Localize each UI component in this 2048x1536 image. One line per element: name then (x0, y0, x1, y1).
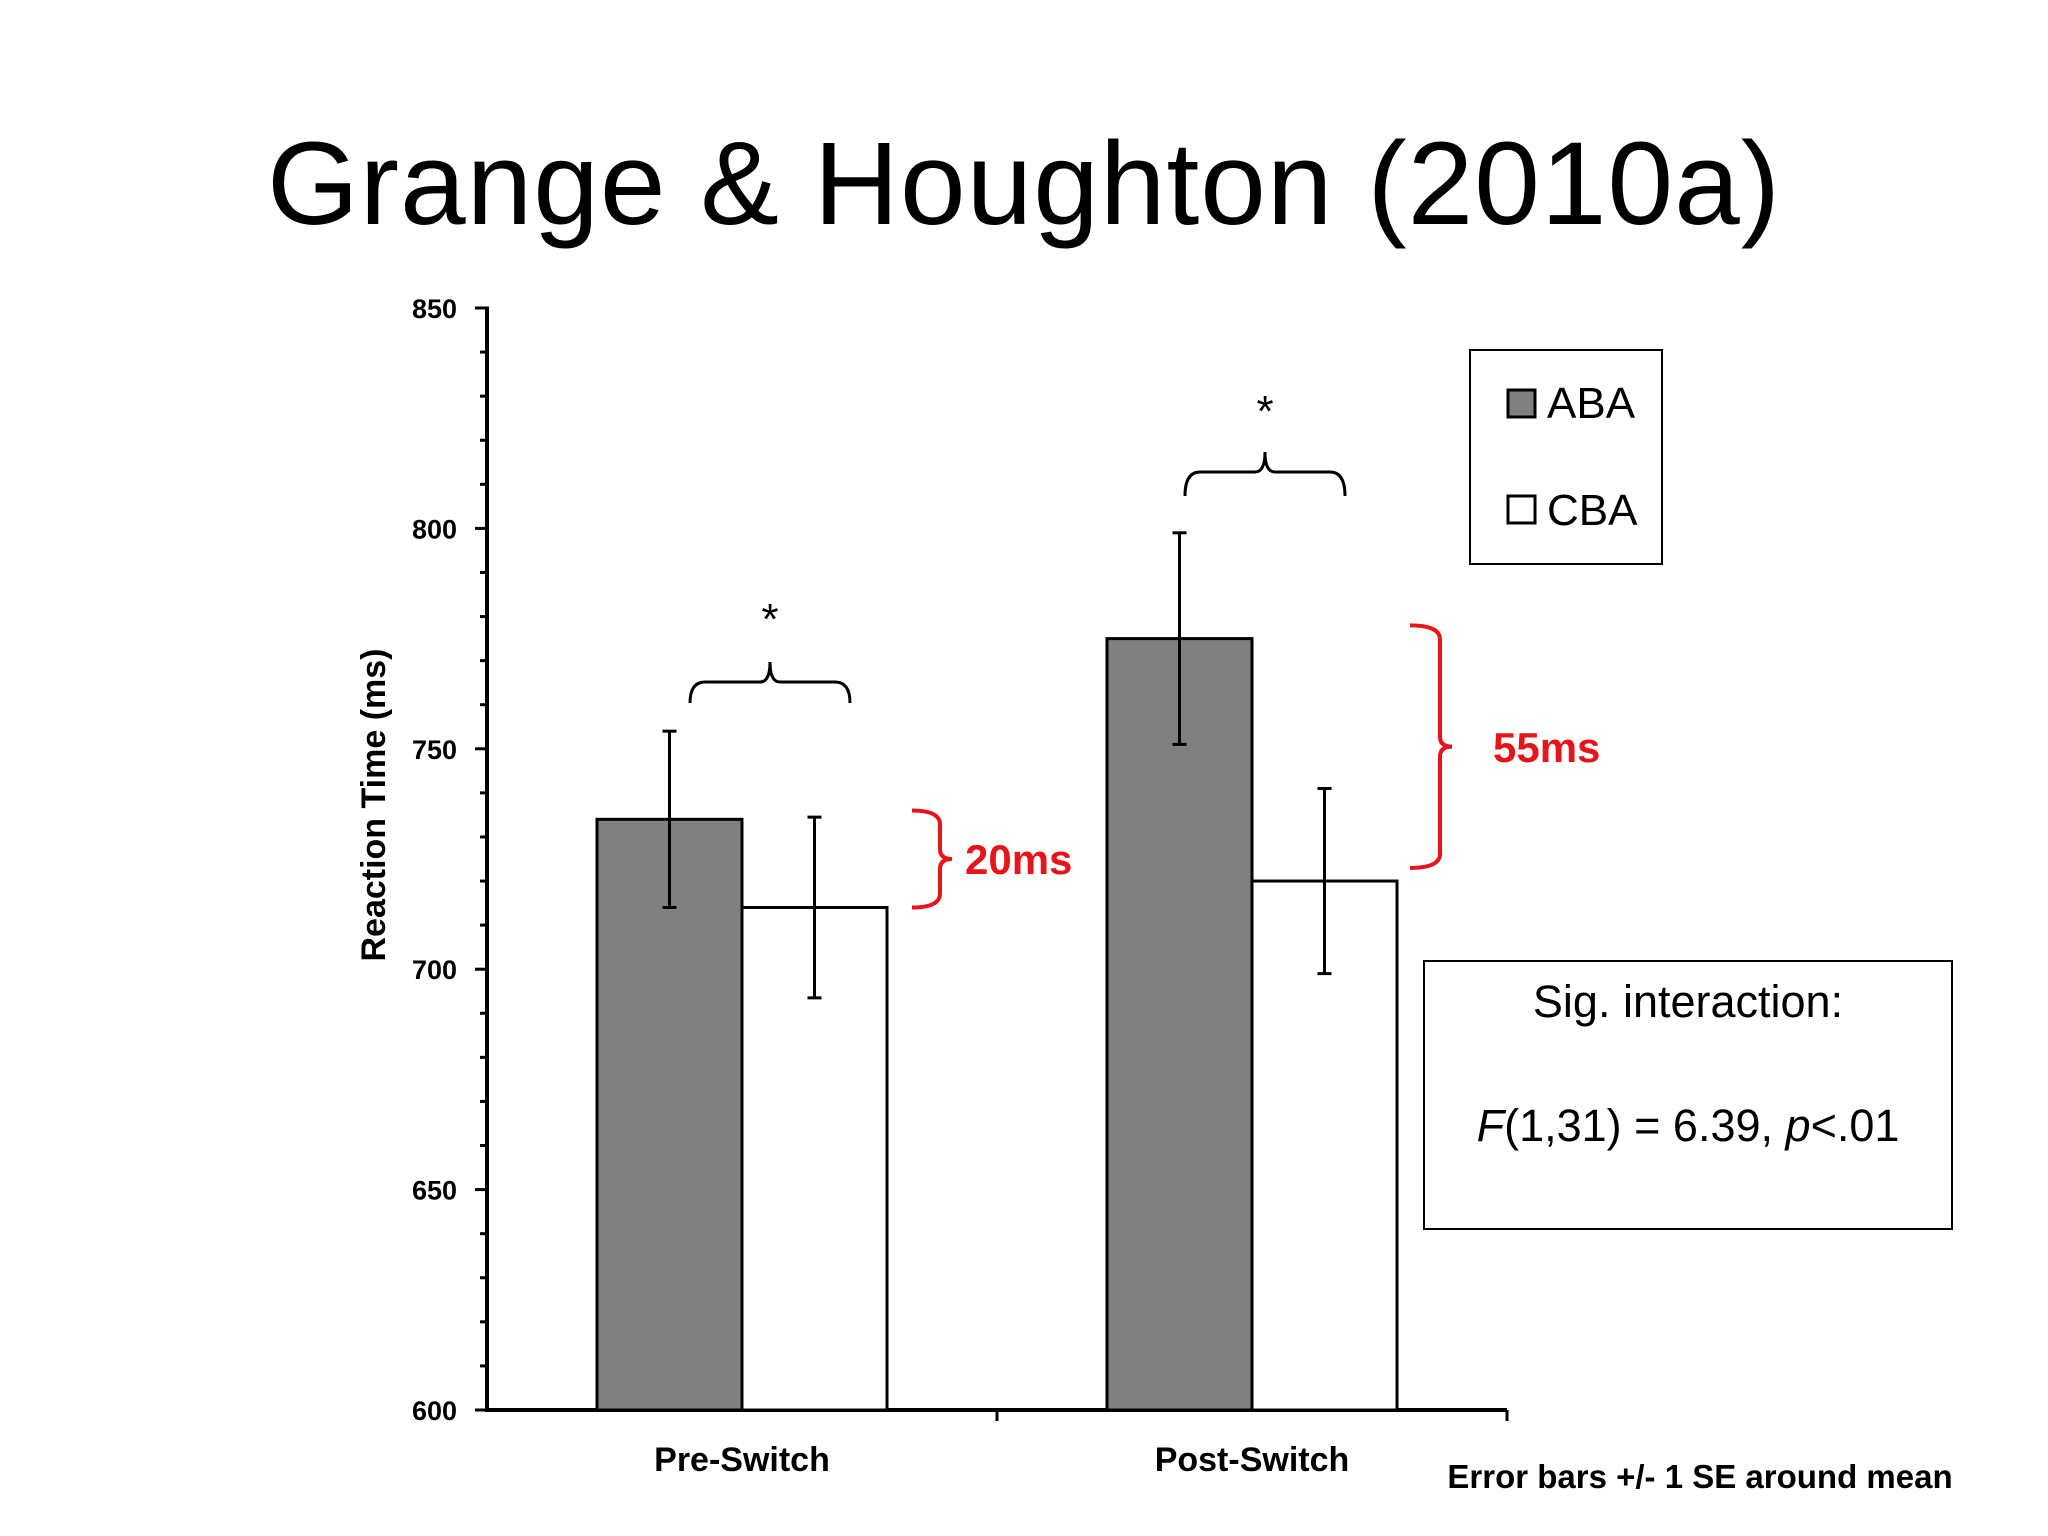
legend: ABA CBA (1469, 349, 1663, 565)
bar-cba-0 (740, 905, 889, 1412)
difference-brace-post (1409, 623, 1453, 870)
y-axis-label: Reaction Time (ms) (355, 648, 393, 961)
error-bars-footnote: Error bars +/- 1 SE around mean (1447, 1458, 1952, 1495)
significance-brace-post (1183, 451, 1347, 497)
interaction-f-value: (1,31) = 6.39, (1504, 1100, 1785, 1151)
legend-label-aba: ABA (1547, 379, 1636, 428)
interaction-f-symbol: F (1477, 1100, 1507, 1151)
legend-label-cba: CBA (1547, 486, 1638, 535)
legend-swatch-cba (1506, 494, 1537, 525)
y-tick-label: 600 (412, 1396, 457, 1426)
significance-brace-pre (688, 661, 852, 704)
significance-star-pre: * (761, 595, 778, 644)
category-label-pre-switch: Pre-Switch (654, 1441, 830, 1479)
bars (595, 637, 1399, 1412)
bar-aba-1 (1105, 637, 1254, 1412)
difference-brace-pre (911, 808, 953, 910)
interaction-line-1: Sig. interaction: (1533, 976, 1843, 1027)
category-label-post-switch: Post-Switch (1155, 1441, 1350, 1479)
legend-box (1469, 349, 1663, 565)
legend-swatch-aba (1506, 388, 1537, 419)
interaction-p-symbol: p (1784, 1100, 1811, 1151)
y-axis-ticks: 600 650 700 750 800 850 (412, 294, 489, 1426)
interaction-box (1423, 960, 1953, 1230)
significance-star-post: * (1256, 387, 1273, 436)
difference-label-post: 55ms (1493, 724, 1600, 771)
y-tick-label: 800 (412, 514, 457, 544)
difference-label-pre: 20ms (965, 836, 1072, 883)
interaction-p-value: <.01 (1811, 1100, 1900, 1151)
interaction-line-2: F(1,31) = 6.39, p<.01 (1477, 1100, 1900, 1151)
y-tick-label: 650 (412, 1176, 457, 1206)
error-bars (662, 531, 1332, 1000)
y-tick-label: 700 (412, 955, 457, 985)
interaction-annotation: Sig. interaction: F(1,31) = 6.39, p<.01 (1423, 960, 1953, 1230)
y-tick-label: 750 (412, 735, 457, 765)
slide-title: Grange & Houghton (2010a) (266, 118, 1782, 250)
y-tick-label: 850 (412, 294, 457, 324)
